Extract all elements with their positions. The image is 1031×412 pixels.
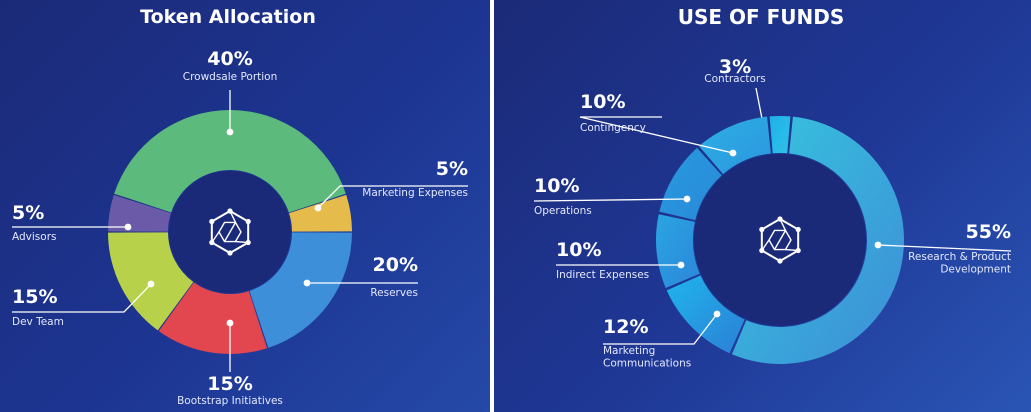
leader-line (603, 313, 718, 345)
slice-percent-label: 40% (207, 48, 252, 70)
slice-name-label: Reserves (370, 287, 418, 299)
slice-reserves: 20% Reserves (249, 232, 418, 348)
slice-dev-team: 15% Dev Team (12, 232, 194, 331)
slice-percent-label: 55% (966, 221, 1011, 243)
slice-name-label: Marketing Expenses (362, 187, 468, 199)
slice-name-label: Communications (603, 358, 691, 370)
slice-advisors: 5% Advisors (12, 194, 171, 243)
slice-name-label: Indirect Expenses (556, 269, 649, 281)
slice-percent-label: 15% (207, 373, 252, 395)
slice-percent-label: 20% (373, 254, 418, 276)
leader-line (877, 244, 1012, 252)
leader-line (579, 116, 734, 154)
slice-name-label: Research & Product (908, 251, 1011, 263)
slice-contingency: 10% Contingency (579, 91, 771, 175)
slice-percent-label: 10% (580, 91, 625, 113)
slice-indirect-expenses: 10% Indirect Expenses (556, 214, 700, 289)
slice-name-label: Dev Team (12, 316, 64, 328)
slice-bootstrap-initiatives: 15%Bootstrap Initiatives (158, 282, 283, 407)
leader-line (12, 283, 152, 313)
slice-name-label: Contractors (704, 73, 765, 85)
slice-crowdsale-portion: 40%Crowdsale Portion (114, 48, 346, 213)
slice-percent-label: 12% (603, 316, 648, 338)
slice-name-label: Contingency (580, 122, 646, 134)
token-allocation-chart: Token Allocation 40%Crowdsale Portion 5% M… (12, 6, 468, 407)
hexagon-network-icon (209, 208, 251, 256)
use-of-funds-panel: USE OF FUNDS 3% Contractors 55% Research & … (494, 0, 1031, 412)
slice-name-label: Advisors (12, 231, 56, 243)
slice-marketing-expenses: 5% Marketing Expenses (289, 158, 468, 232)
chart-title: USE OF FUNDS (678, 5, 845, 29)
slice-percent-label: 15% (12, 286, 57, 308)
slice-operations: 10% Operations (533, 147, 722, 221)
slice-name-label: Development (940, 264, 1011, 276)
use-of-funds-chart: USE OF FUNDS 3%Contractors 55% Research & … (533, 5, 1012, 370)
slice-percent-label: 5% (436, 158, 468, 180)
slice-name-label: Marketing (603, 345, 655, 357)
token-allocation-panel: Token Allocation 40% Crowdsale Portion 5% M… (0, 0, 490, 412)
slice-percent-label: 3% (719, 56, 751, 78)
leader-line (533, 198, 688, 202)
chart-title: Token Allocation (140, 6, 316, 28)
hexagon-network-icon (759, 216, 801, 264)
slice-name-label: Operations (534, 205, 592, 217)
slice-percent-label: 10% (556, 239, 601, 261)
slice-percent-label: 10% (534, 175, 579, 197)
slice-name-label: Crowdsale Portion (183, 71, 278, 83)
leader-line (317, 185, 468, 209)
slice-percent-label: 5% (12, 202, 44, 224)
slice-name-label: Bootstrap Initiatives (177, 395, 283, 407)
